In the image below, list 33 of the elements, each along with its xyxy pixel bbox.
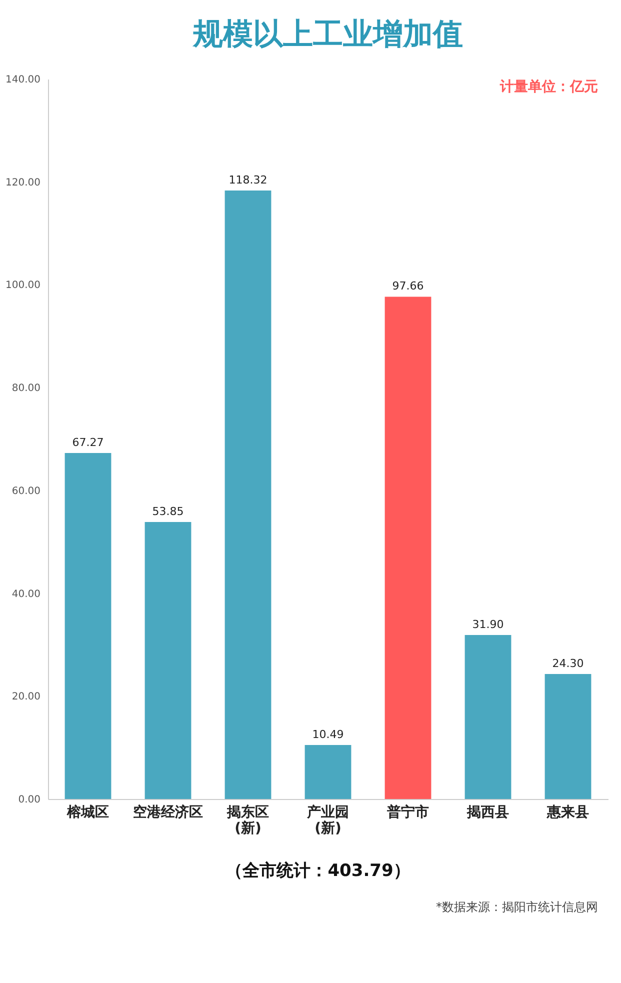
bar xyxy=(544,674,592,799)
bar xyxy=(144,522,192,799)
bar xyxy=(464,634,512,799)
data-label: 31.90 xyxy=(472,618,504,631)
x-tick-label: 普宁市 xyxy=(386,804,429,820)
data-label: 10.49 xyxy=(312,728,344,742)
text: *数据来源：揭阳市统计信息网 xyxy=(436,900,598,914)
text: （全市统计：403.79） xyxy=(226,861,410,881)
chart-title: 规模以上工业增加值 xyxy=(192,17,463,52)
y-tick-label: 80.00 xyxy=(12,383,40,394)
data-label: 53.85 xyxy=(152,505,184,518)
annotation: 计量单位：亿元 xyxy=(499,79,598,95)
y-tick-label: 140.00 xyxy=(6,74,40,86)
bar xyxy=(64,453,112,799)
y-tick-label: 0.00 xyxy=(18,794,40,806)
data-label: 67.27 xyxy=(72,436,104,450)
data-label: 97.66 xyxy=(392,280,424,293)
bar xyxy=(224,190,272,799)
y-tick-label: 100.00 xyxy=(6,280,40,292)
y-tick-label: 60.00 xyxy=(12,486,40,497)
bar xyxy=(384,296,432,799)
data-label: 24.30 xyxy=(552,657,584,670)
x-tick-label: 产业园 (新) xyxy=(306,804,349,836)
y-tick-label: 20.00 xyxy=(12,692,40,703)
x-tick-label: 惠来县 xyxy=(546,804,589,820)
x-tick-label: 揭西县 xyxy=(466,804,509,820)
x-tick-label: 揭东区 (新) xyxy=(226,804,269,836)
x-tick-label: 空港经济区 xyxy=(133,804,203,820)
y-tick-label: 120.00 xyxy=(6,177,40,188)
x-tick-label: 榕城区 xyxy=(66,804,109,820)
y-tick-label: 40.00 xyxy=(12,588,40,600)
bar xyxy=(304,745,352,799)
data-label: 118.32 xyxy=(228,173,268,186)
